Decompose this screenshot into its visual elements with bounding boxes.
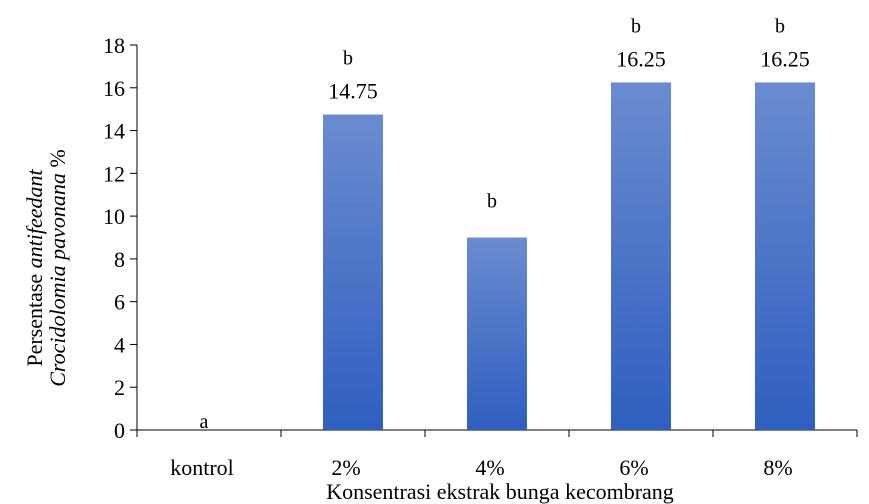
- significance-letter: b: [775, 15, 785, 37]
- y-axis-title-part3: Crocidolomia pavonana: [45, 173, 70, 387]
- y-tick-label: 2: [114, 375, 125, 400]
- significance-letter: b: [631, 15, 641, 37]
- y-axis-title-line2: Crocidolomia pavonana %: [45, 149, 70, 387]
- y-axis-title-part2: antifeedant: [22, 168, 47, 268]
- y-tick-label: 12: [103, 161, 125, 186]
- x-axis-title: Konsentrasi ekstrak bunga kecombrang: [326, 479, 674, 504]
- y-axis-title-part1: Persentase: [22, 268, 47, 366]
- significance-letter: b: [487, 191, 497, 213]
- x-tick-label: 8%: [763, 455, 792, 480]
- y-tick-label: 10: [103, 204, 125, 229]
- y-tick-label: 8: [114, 247, 125, 272]
- y-tick-label: 0: [114, 418, 125, 443]
- y-axis-title-part4: %: [45, 149, 70, 173]
- bar: [611, 82, 671, 431]
- data-label: 16.25: [616, 46, 666, 71]
- y-tick-label: 16: [103, 76, 125, 101]
- x-tick-label: 2%: [331, 455, 360, 480]
- y-tick-label: 18: [103, 33, 125, 58]
- x-tick-label: 4%: [475, 455, 504, 480]
- bar: [323, 114, 383, 430]
- significance-letter: b: [343, 48, 353, 70]
- y-tick-label: 14: [103, 119, 125, 144]
- x-tick-label: 6%: [619, 455, 648, 480]
- x-tick-label: kontrol: [170, 455, 234, 480]
- data-label: 16.25: [760, 46, 810, 71]
- x-axis: kontrol 2% 4% 6% 8%: [136, 429, 858, 480]
- y-tick-label: 6: [114, 290, 125, 315]
- significance-letter: a: [200, 411, 209, 433]
- bar: [467, 237, 527, 430]
- data-label: 14.75: [328, 79, 378, 104]
- y-tick-label: 4: [114, 332, 125, 357]
- bar: [755, 82, 815, 431]
- bars: [323, 82, 815, 431]
- y-axis: 0 2 4 6 8 10 12 14 16 18: [103, 33, 138, 443]
- data-labels: a 14.75 b b 16.25 b 16.25 b: [200, 15, 810, 433]
- y-axis-title-line1: Persentase antifeedant: [22, 168, 47, 366]
